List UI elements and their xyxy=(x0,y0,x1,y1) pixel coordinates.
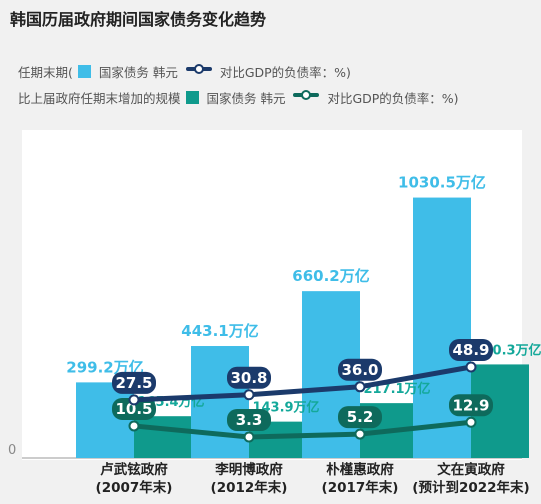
debt-ratio-increase-line xyxy=(133,419,472,440)
debt-ratio-total-value-badge xyxy=(112,371,156,394)
debt-ratio-total-line xyxy=(133,364,472,403)
category-label: 文在寅政府 xyxy=(437,461,505,478)
debt-ratio-increase-point xyxy=(465,416,477,428)
legend-line-label: 对比GDP的负债率：%) xyxy=(219,65,351,80)
y-zero-label: 0 xyxy=(8,443,16,458)
debt-ratio-increase-point xyxy=(243,431,255,443)
category-label: (2012年末) xyxy=(211,479,288,496)
debt-ratio-total-value-label: 27.5 xyxy=(115,374,152,392)
debt-ratio-increase-value-label: 10.5 xyxy=(115,400,152,418)
legend-prefix: 比上届政府任期末增加的规模 xyxy=(18,91,181,106)
debt-ratio-total-point xyxy=(465,361,477,373)
category-label: (预计到2022年末) xyxy=(412,479,529,496)
data-label-increase: 143.9万亿 xyxy=(252,400,319,416)
legend-line-label: 对比GDP的负债率：%) xyxy=(327,91,459,106)
legend-swatch-total xyxy=(77,65,91,78)
debt-ratio-increase-value-label: 3.3 xyxy=(236,411,263,429)
data-label-total: 660.2万亿 xyxy=(292,267,369,285)
category-label: 卢武铉政府 xyxy=(100,461,168,478)
bar-total xyxy=(191,346,249,458)
category-label: 李明博政府 xyxy=(214,461,283,478)
debt-ratio-total-value-badge xyxy=(449,339,493,361)
legend-row-total: 任期末期( 国家债务 韩元 对比GDP的负债率：%) xyxy=(18,62,351,81)
debt-ratio-increase-value-label: 12.9 xyxy=(452,396,489,414)
debt-ratio-total-value-label: 36.0 xyxy=(341,361,378,379)
legend-line-icon-increase xyxy=(293,90,320,100)
debt-ratio-total-point xyxy=(128,394,140,406)
debt-ratio-total-value-badge xyxy=(227,366,271,389)
debt-ratio-total-point xyxy=(243,389,255,401)
debt-ratio-increase-value-badge xyxy=(227,409,271,431)
debt-ratio-total-point xyxy=(354,381,366,393)
debt-ratio-total-value-label: 30.8 xyxy=(230,369,267,387)
legend-bar-label: 国家债务 韩元 xyxy=(98,65,178,80)
legend-line-icon-total xyxy=(185,64,212,74)
debt-ratio-total-value-label: 48.9 xyxy=(452,341,489,359)
category-label: (2007年末) xyxy=(96,479,173,496)
debt-ratio-increase-value-badge xyxy=(112,397,156,420)
legend-row-increase: 比上届政府任期末增加的规模 国家债务 韩元 对比GDP的负债率：%) xyxy=(18,88,459,107)
debt-ratio-total-value-badge xyxy=(338,358,382,381)
debt-ratio-increase-value-badge xyxy=(449,394,493,417)
chart-title: 韩国历届政府期间国家债务变化趋势 xyxy=(10,10,267,29)
debt-ratio-increase-value-label: 5.2 xyxy=(347,408,374,426)
debt-ratio-increase-point xyxy=(354,428,366,440)
data-label-total: 1030.5万亿 xyxy=(398,174,486,192)
bar-total xyxy=(76,382,134,458)
category-label: (2017年末) xyxy=(322,479,399,496)
legend-swatch-increase xyxy=(185,91,199,104)
debt-ratio-increase-value-badge xyxy=(338,406,382,429)
bar-total xyxy=(413,197,471,458)
legend-prefix: 任期末期( xyxy=(18,65,73,80)
debt-ratio-increase-point xyxy=(128,420,140,432)
legend-bar-label: 国家债务 韩元 xyxy=(206,91,286,106)
bar-increase xyxy=(134,416,192,458)
category-label: 朴槿惠政府 xyxy=(326,461,394,478)
data-label-total: 443.1万亿 xyxy=(181,322,258,340)
